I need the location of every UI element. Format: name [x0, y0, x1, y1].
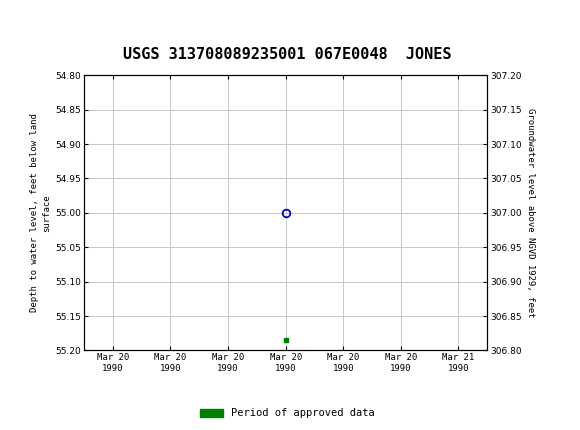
- Text: ▒: ▒: [5, 10, 19, 28]
- Legend: Period of approved data: Period of approved data: [195, 404, 379, 423]
- Y-axis label: Groundwater level above NGVD 1929, feet: Groundwater level above NGVD 1929, feet: [525, 108, 535, 318]
- Y-axis label: Depth to water level, feet below land
surface: Depth to water level, feet below land su…: [31, 114, 51, 312]
- Text: USGS 313708089235001 067E0048  JONES: USGS 313708089235001 067E0048 JONES: [123, 47, 451, 62]
- Text: USGS: USGS: [13, 10, 64, 28]
